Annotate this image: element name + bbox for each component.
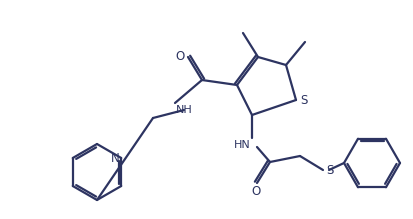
Text: HN: HN — [234, 140, 251, 150]
Text: O: O — [176, 49, 185, 62]
Text: N: N — [111, 152, 119, 164]
Text: S: S — [300, 95, 307, 108]
Text: O: O — [252, 185, 261, 198]
Text: S: S — [326, 164, 333, 178]
Text: NH: NH — [176, 105, 193, 115]
